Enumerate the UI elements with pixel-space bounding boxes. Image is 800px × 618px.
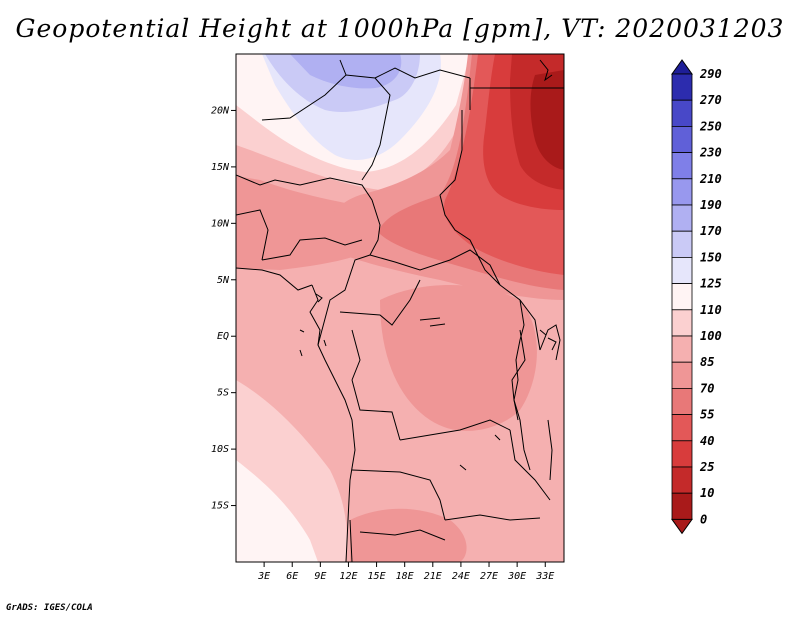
colorbar-label: 230 [699, 146, 722, 160]
x-tick-label: 30E [507, 571, 526, 582]
y-tick-label: 10S [211, 444, 229, 455]
colorbar-label: 25 [699, 460, 714, 474]
colorbar-swatch [671, 230, 693, 258]
colorbar-swatch [671, 335, 693, 363]
colorbar-label: 85 [700, 355, 714, 369]
colorbar-bottom-arrow [671, 518, 693, 535]
colorbar-label: 0 [700, 512, 707, 526]
colorbar-swatch [671, 73, 693, 101]
contour-field [236, 54, 564, 562]
colorbar-label: 55 [700, 408, 714, 422]
colorbar-label: 190 [700, 198, 722, 212]
y-tick-label: 20N [211, 105, 230, 116]
colorbar-swatch [671, 387, 693, 415]
colorbar-label: 270 [699, 93, 722, 107]
colorbar: 2902702502302101901701501251101008570554… [671, 59, 722, 535]
colorbar-swatch [671, 309, 693, 337]
y-tick-label: 15S [211, 501, 229, 512]
colorbar-label: 125 [700, 277, 722, 291]
contour-band-70 [380, 285, 537, 431]
colorbar-label: 150 [700, 250, 722, 264]
colorbar-swatch [671, 204, 693, 232]
contour-band-110 [236, 460, 318, 562]
colorbar-swatch [671, 126, 693, 154]
x-axis: 3E 6E 9E 12E 15E 18E 21E 24E 27E 30E 33E [257, 562, 554, 582]
x-tick-label: 15E [368, 571, 386, 582]
x-tick-label: 21E [424, 571, 442, 582]
x-tick-label: 3E [257, 571, 270, 582]
x-tick-label: 6E [286, 571, 298, 582]
contour-band-0 [530, 70, 564, 170]
colorbar-label: 290 [699, 67, 722, 81]
colorbar-label: 100 [700, 329, 722, 343]
grads-credit: GrADS: IGES/COLA [6, 603, 93, 613]
country-borders [236, 59, 564, 562]
x-tick-label: 18E [396, 571, 414, 582]
colorbar-label: 40 [700, 434, 714, 448]
x-tick-label: 24E [452, 571, 470, 582]
y-tick-label: 15N [211, 162, 230, 173]
x-tick-label: 12E [339, 571, 357, 582]
colorbar-swatch [671, 99, 693, 127]
colorbar-swatch [671, 492, 693, 520]
y-tick-label: EQ [217, 331, 229, 342]
colorbar-label: 170 [700, 224, 722, 238]
y-tick-label: 5N [217, 275, 230, 286]
colorbar-swatch [671, 414, 693, 442]
colorbar-swatch [671, 361, 693, 389]
colorbar-top-arrow [671, 59, 693, 75]
colorbar-swatch [671, 152, 693, 180]
contour-band-70 [350, 508, 467, 562]
map-frame [235, 53, 565, 563]
colorbar-swatch [671, 466, 693, 494]
colorbar-label: 250 [699, 119, 722, 133]
x-tick-label: 33E [535, 571, 554, 582]
colorbar-label: 110 [700, 303, 722, 317]
colorbar-swatch [671, 440, 693, 468]
x-tick-label: 9E [314, 571, 326, 582]
y-axis: 20N 15N 10N 5N EQ 5S 10S 15S [211, 105, 236, 512]
x-tick-label: 27E [480, 571, 498, 582]
y-tick-label: 5S [217, 388, 229, 399]
colorbar-swatch [671, 178, 693, 206]
y-tick-label: 10N [211, 218, 230, 229]
map-title: Geopotential Height at 1000hPa [gpm], VT… [15, 14, 785, 43]
contour-band-170 [290, 54, 402, 89]
colorbar-label: 210 [699, 172, 722, 186]
colorbar-label: 10 [700, 486, 714, 500]
colorbar-swatch [671, 283, 693, 311]
colorbar-swatch [671, 256, 693, 284]
colorbar-label: 70 [700, 381, 714, 395]
